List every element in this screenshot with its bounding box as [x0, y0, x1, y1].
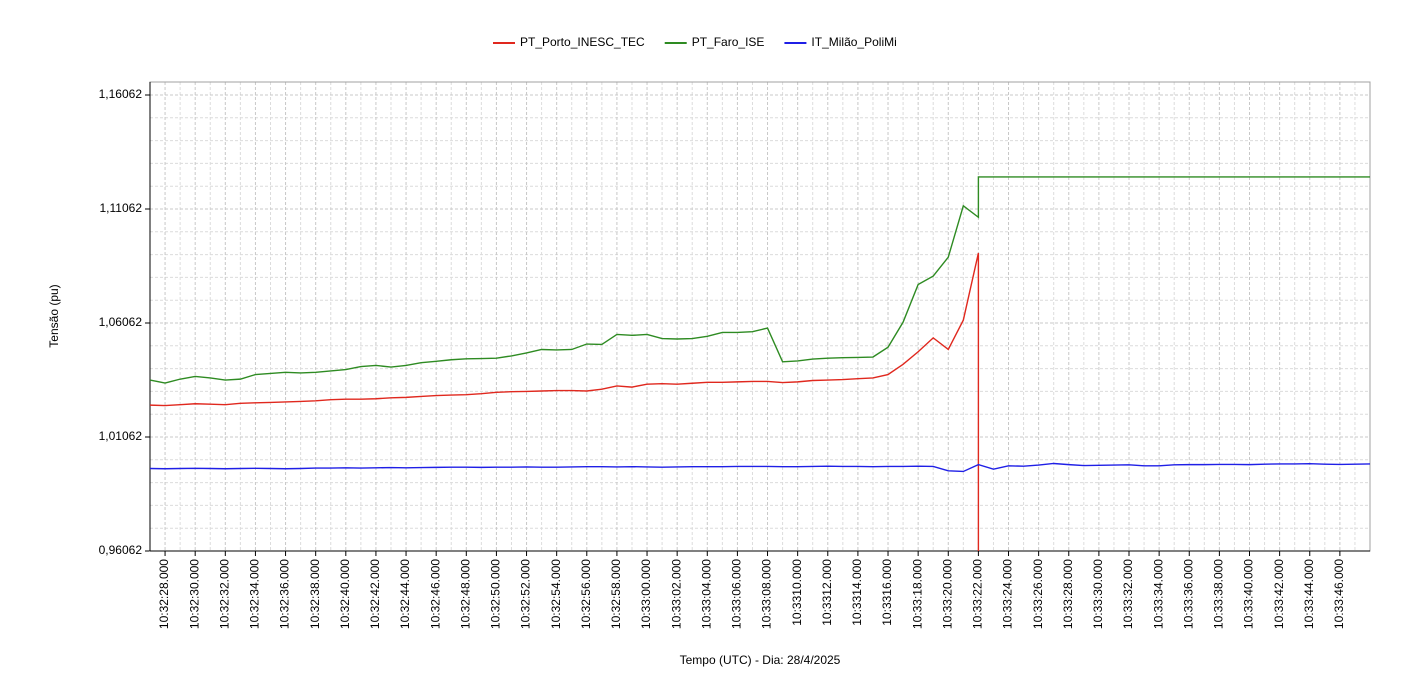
x-tick-label: 10:32:46.000 — [428, 559, 442, 629]
x-tick-label: 10:33:08.000 — [760, 559, 774, 629]
x-tick-label: 10:32:48.000 — [458, 559, 472, 629]
x-tick-label: 10:3316.000 — [880, 559, 894, 626]
series-line — [149, 176, 1370, 384]
x-tick-label: 10:32:56.000 — [579, 559, 593, 629]
x-tick-label: 10:32:54.000 — [549, 559, 563, 629]
legend-label: PT_Faro_ISE — [692, 35, 765, 49]
legend-label: PT_Porto_INESC_TEC — [520, 35, 645, 49]
x-tick-label: 10:33:38.000 — [1212, 559, 1226, 629]
x-tick-label: 10:33:00.000 — [639, 559, 653, 629]
x-tick-label: 10:32:36.000 — [278, 559, 292, 629]
x-tick-label: 10:32:44.000 — [398, 559, 412, 629]
x-tick-label: 10:33:44.000 — [1302, 559, 1316, 629]
x-tick-label: 10:33:24.000 — [1001, 559, 1015, 629]
x-tick-label: 10:32:50.000 — [489, 559, 503, 629]
x-tick-label: 10:33:28.000 — [1061, 559, 1075, 629]
x-tick-label: 10:33:30.000 — [1091, 559, 1105, 629]
y-axis-label: Tensão (pu) — [47, 284, 61, 347]
x-tick-label: 10:33:20.000 — [940, 559, 954, 629]
x-tick-label: 10:32:38.000 — [308, 559, 322, 629]
x-tick-label: 10:33:22.000 — [971, 559, 985, 629]
y-tick-label: 1,06062 — [99, 315, 143, 329]
x-tick-label: 10:3312.000 — [820, 559, 834, 626]
series-line — [149, 252, 980, 551]
x-tick-label: 10:32:42.000 — [368, 559, 382, 629]
x-axis-label: Tempo (UTC) - Dia: 28/4/2025 — [680, 653, 841, 667]
x-tick-label: 10:32:52.000 — [519, 559, 533, 629]
x-tick-label: 10:33:36.000 — [1181, 559, 1195, 629]
x-tick-label: 10:33:06.000 — [730, 559, 744, 629]
x-tick-label: 10:33:46.000 — [1332, 559, 1346, 629]
x-tick-label: 10:33:02.000 — [669, 559, 683, 629]
x-tick-label: 10:33:40.000 — [1242, 559, 1256, 629]
y-tick-label: 1,11062 — [100, 201, 143, 215]
x-tick-label: 10:33:32.000 — [1121, 559, 1135, 629]
x-tick-label: 10:33:26.000 — [1031, 559, 1045, 629]
x-tick-label: 10:3314.000 — [850, 559, 864, 626]
x-tick-label: 10:32:40.000 — [338, 559, 352, 629]
series-line — [149, 462, 1371, 473]
legend-label: IT_Milão_PoliMi — [811, 35, 896, 49]
x-tick-label: 10:3310.000 — [790, 559, 804, 626]
x-tick-label: 10:33:04.000 — [699, 559, 713, 629]
x-tick-label: 10:32:34.000 — [248, 559, 262, 629]
x-tick-label: 10:32:32.000 — [217, 559, 231, 629]
y-tick-label: 0,96062 — [99, 543, 143, 557]
legend: PT_Porto_INESC_TEC PT_Faro_ISE IT_Milão_Po… — [493, 35, 897, 49]
x-tick-label: 10:33:18.000 — [910, 559, 924, 629]
x-tick-label: 10:32:58.000 — [609, 559, 623, 629]
x-tick-label: 10:33:34.000 — [1151, 559, 1165, 629]
x-tick-label: 10:33:42.000 — [1272, 559, 1286, 629]
x-tick-label: 10:32:30.000 — [187, 559, 201, 629]
y-tick-label: 1,01062 — [99, 429, 143, 443]
y-tick-label: 1,16062 — [99, 87, 143, 101]
x-tick-label: 10:32:28.000 — [157, 559, 171, 629]
